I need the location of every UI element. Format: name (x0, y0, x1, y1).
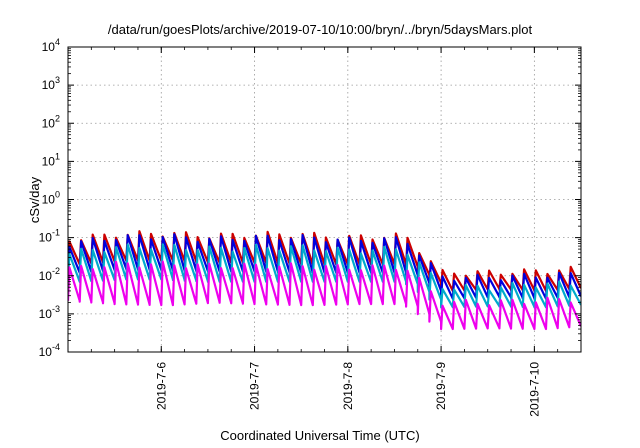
series-lines (68, 230, 581, 331)
x-tick-label: 2019-7-9 (434, 362, 448, 410)
y-tick-base: 10 (39, 269, 53, 283)
y-tick-base: 10 (42, 78, 56, 92)
y-tick-label: 10-1 (39, 228, 60, 245)
y-tick-label: 10-2 (39, 266, 60, 283)
y-tick-label: 100 (42, 190, 60, 207)
x-ticks: 2019-7-6 2019-7-7 2019-7-8 2019-7-9 2019-7-1… (67, 47, 582, 417)
x-tick-label: 2019-7-7 (248, 362, 262, 410)
y-tick-exponent: 2 (55, 113, 60, 123)
y-tick-label: 103 (42, 75, 60, 92)
x-tick-label: 2019-7-8 (341, 362, 355, 410)
y-tick-label: 10-4 (39, 342, 60, 359)
y-tick-base: 10 (39, 345, 53, 359)
y-tick-base: 10 (39, 231, 53, 245)
y-tick-label: 104 (42, 37, 60, 54)
y-tick-exponent: 1 (55, 151, 60, 161)
x-tick-label: 2019-7-10 (527, 362, 541, 417)
y-tick-label: 102 (42, 113, 60, 130)
y-tick-exponent: 3 (55, 75, 60, 85)
x-axis-label: Coordinated Universal Time (UTC) (220, 428, 420, 443)
y-tick-base: 10 (39, 307, 53, 321)
y-tick-exponent: 4 (55, 37, 60, 47)
series-line (68, 230, 581, 292)
x-tick-label: 2019-7-6 (154, 362, 168, 410)
y-tick-base: 10 (42, 154, 56, 168)
y-tick-exponent: -2 (52, 266, 60, 276)
y-tick-exponent: -3 (52, 304, 60, 314)
chart-title: /data/run/goesPlots/archive/2019-07-10/1… (107, 22, 533, 37)
y-tick-label: 101 (42, 151, 60, 168)
series-line (68, 260, 581, 331)
y-tick-base: 10 (42, 40, 56, 54)
y-tick-exponent: -4 (52, 342, 60, 352)
y-tick-exponent: -1 (52, 228, 60, 238)
y-tick-base: 10 (42, 116, 56, 130)
y-tick-base: 10 (42, 193, 56, 207)
y-tick-label: 10-3 (39, 304, 60, 321)
y-tick-exponent: 0 (55, 190, 60, 200)
